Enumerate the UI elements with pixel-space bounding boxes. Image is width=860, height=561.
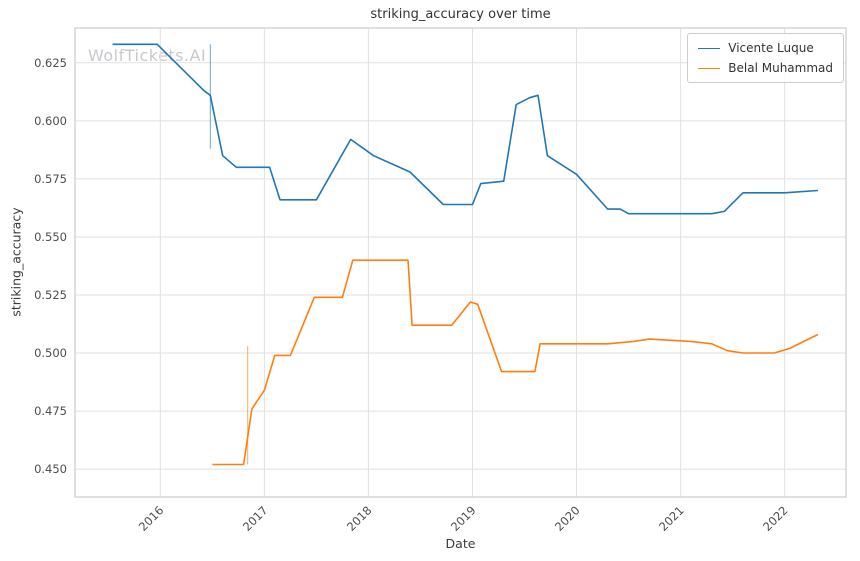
legend-label: Belal Muhammad: [728, 61, 833, 75]
x-tick-label: 2020: [552, 503, 583, 534]
watermark: WolfTickets.AI: [88, 46, 207, 65]
legend-item-belal-muhammad: Belal Muhammad: [698, 61, 833, 75]
y-tick-label: 0.600: [34, 114, 67, 128]
x-tick-label: 2019: [448, 503, 479, 534]
x-tick-label: 2017: [240, 503, 271, 534]
y-tick-label: 0.525: [34, 288, 67, 302]
series-line-belal-muhammad: [212, 259, 819, 466]
y-tick-label: 0.475: [34, 404, 67, 418]
y-tick-label: 0.625: [34, 56, 67, 70]
y-tick-label: 0.575: [34, 172, 67, 186]
legend-line-swatch: [698, 47, 721, 49]
x-tick-label: 2022: [760, 503, 791, 534]
legend-item-vicente-luque: Vicente Luque: [698, 41, 833, 55]
legend-label: Vicente Luque: [728, 41, 814, 55]
y-tick-label: 0.500: [34, 346, 67, 360]
y-axis-label: striking_accuracy: [8, 207, 24, 317]
x-axis-label: Date: [445, 536, 476, 551]
y-tick-label: 0.450: [34, 462, 67, 476]
legend-line-swatch: [698, 67, 721, 69]
series-line-vicente-luque: [112, 43, 818, 215]
legend: Vicente Luque Belal Muhammad: [687, 33, 844, 83]
x-tick-label: 2016: [136, 503, 167, 534]
x-tick-label: 2018: [344, 503, 375, 534]
x-tick-label: 2021: [656, 503, 687, 534]
chart-title: striking_accuracy over time: [370, 7, 551, 22]
y-tick-label: 0.550: [34, 230, 67, 244]
plot-border: [74, 27, 847, 498]
